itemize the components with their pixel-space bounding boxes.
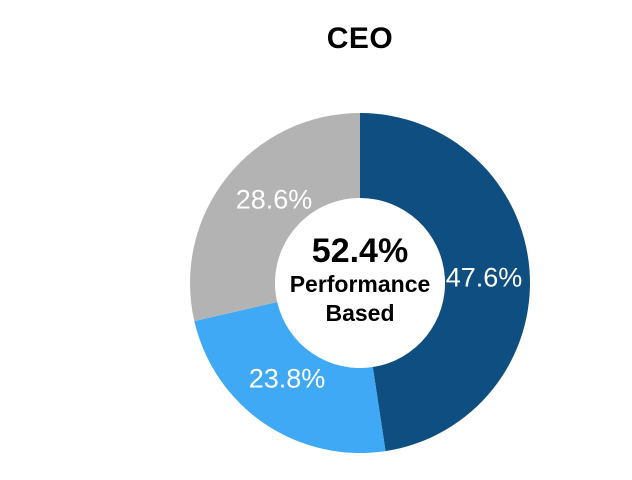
center-label-percentage: 52.4% xyxy=(311,232,409,270)
segment-value-label: 47.6% xyxy=(446,262,523,292)
segment-value-label: 23.8% xyxy=(249,363,326,393)
donut-segment-47.6% xyxy=(360,113,530,452)
donut-center-label: 52.4% Performance Based xyxy=(250,232,470,328)
center-label-line2: Performance xyxy=(289,271,431,297)
center-label-line3: Based xyxy=(325,300,395,326)
donut-segment-28.6% xyxy=(189,113,360,322)
segment-value-label: 28.6% xyxy=(236,184,313,214)
donut-segment-23.8% xyxy=(194,302,386,453)
chart-title: CEO xyxy=(326,22,394,55)
